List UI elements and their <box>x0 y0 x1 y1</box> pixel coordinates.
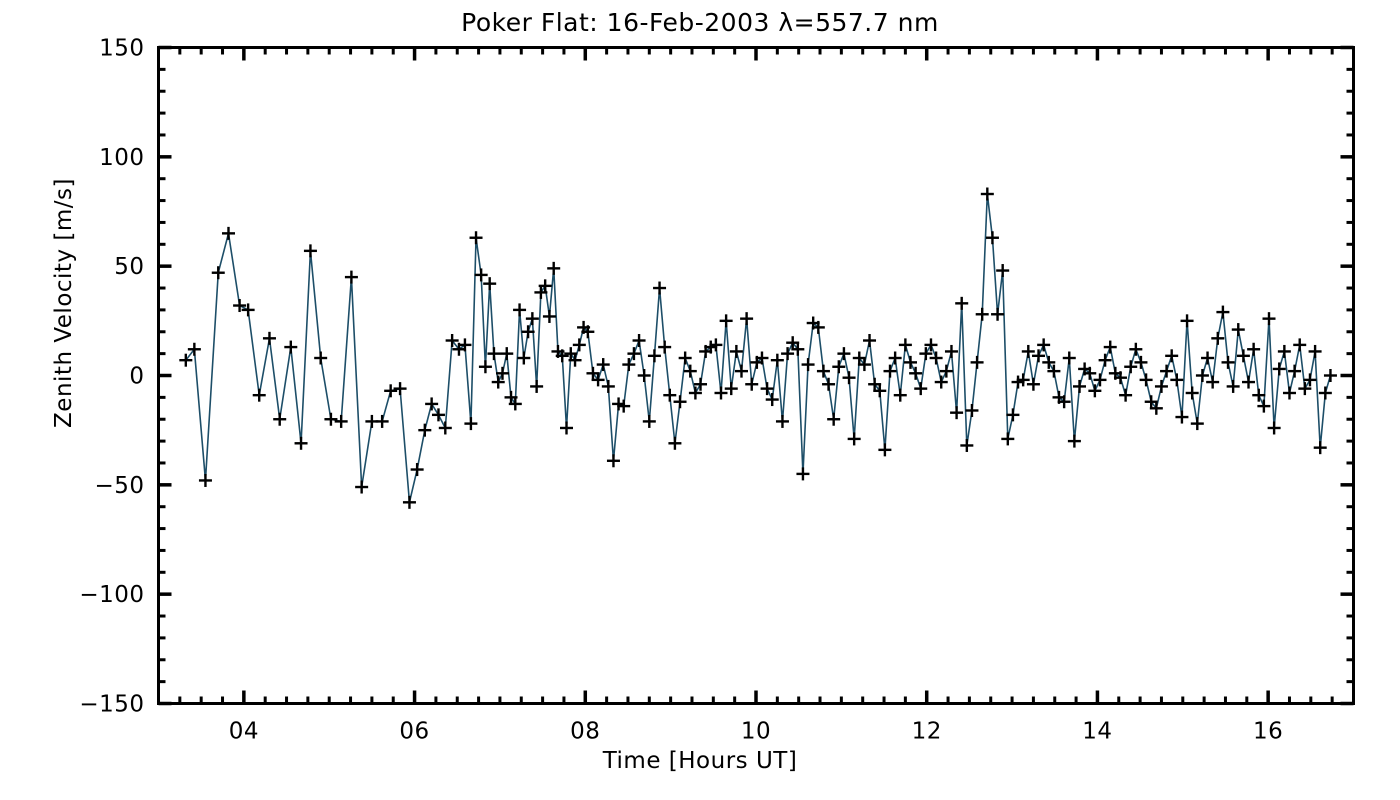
y-tick-label: 100 <box>99 145 144 171</box>
data-series-markers <box>179 187 1337 509</box>
x-tick-label: 12 <box>912 719 942 745</box>
x-tick-label: 14 <box>1082 719 1112 745</box>
y-axis-tick-labels: −150 −100 −50 0 50 100 150 <box>79 36 144 718</box>
y-tick-label: 50 <box>114 254 144 280</box>
y-tick-label: −150 <box>79 692 144 718</box>
y-tick-label: 0 <box>129 364 144 390</box>
y-tick-label: 150 <box>99 36 144 62</box>
series-marker-set <box>179 187 1337 509</box>
x-tick-label: 04 <box>229 719 259 745</box>
x-axis-ticks <box>157 47 1355 704</box>
x-axis-title: Time [Hours UT] <box>602 748 798 774</box>
y-tick-label: −100 <box>79 582 144 608</box>
y-tick-label: −50 <box>94 473 144 499</box>
x-tick-label: 10 <box>741 719 771 745</box>
data-series-line <box>185 193 1332 503</box>
y-axis-ticks <box>158 45 1354 706</box>
x-tick-label: 06 <box>399 719 429 745</box>
series-polyline <box>185 193 1332 503</box>
x-tick-label: 08 <box>570 719 600 745</box>
plot-frame <box>157 46 1355 705</box>
x-axis-tick-labels: 04 06 08 10 12 14 16 <box>229 719 1283 745</box>
x-tick-label: 16 <box>1253 719 1283 745</box>
page-title: Poker Flat: 16-Feb-2003 λ=557.7 nm <box>461 8 939 37</box>
